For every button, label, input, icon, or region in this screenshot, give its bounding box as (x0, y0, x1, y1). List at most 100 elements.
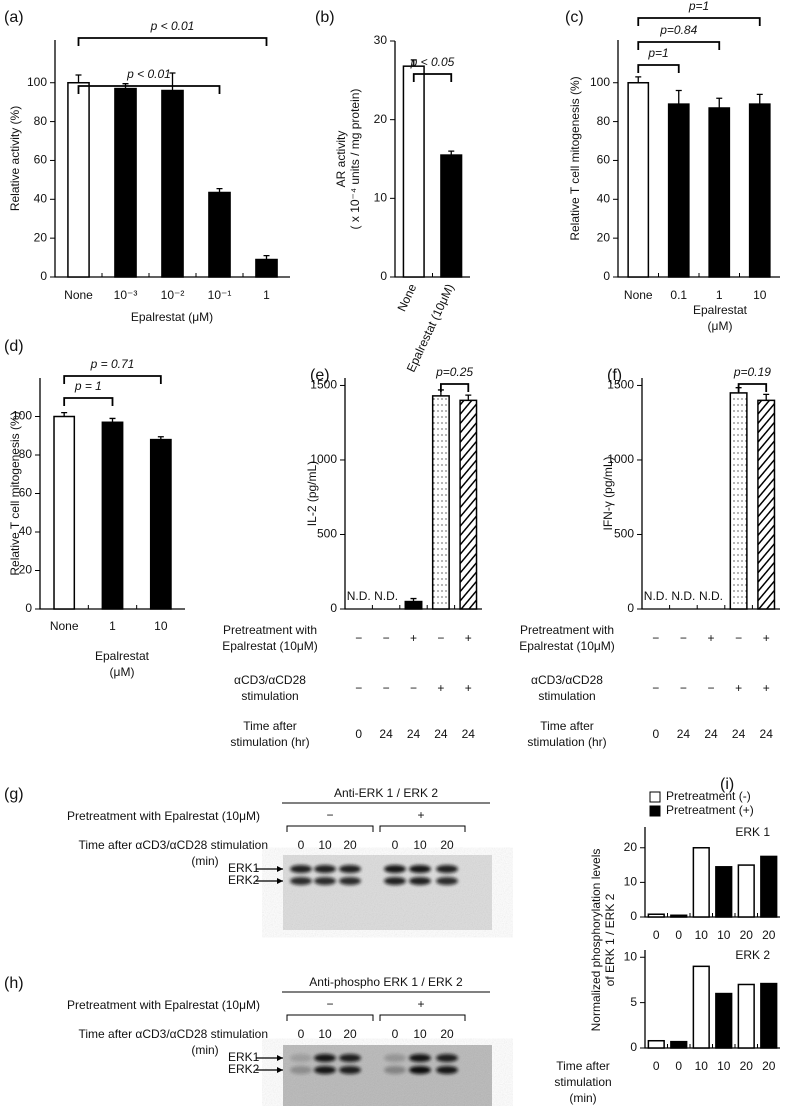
y-tick-label: 10 (624, 949, 638, 963)
y-axis-label: ( x 10⁻⁴ units / mg protein) (348, 89, 362, 230)
condition-value: − (437, 631, 444, 645)
blot-band (409, 1066, 431, 1074)
group-bracket (379, 825, 466, 832)
bar (670, 914, 688, 918)
lane-label: 0 (298, 838, 305, 852)
lane-label: 20 (343, 838, 357, 852)
group-label: − (326, 997, 333, 1011)
x-tick-label: None (50, 619, 79, 633)
condition-label: Pretreatment with (520, 623, 614, 637)
y-tick-label: 500 (614, 527, 634, 541)
annotation: p=0.25 (435, 365, 473, 379)
blot-band (314, 865, 336, 873)
x-tick-label: 0.1 (670, 288, 687, 302)
blot-band (339, 1066, 361, 1074)
y-tick-label: 60 (34, 153, 48, 167)
y-tick-label: 20 (374, 112, 388, 126)
y-axis-label: Relative T cell mitogenesis (%) (568, 76, 582, 240)
condition-value: + (465, 631, 472, 645)
x-tick-label: 0 (653, 928, 660, 942)
axis (644, 827, 780, 918)
panel-label: (d) (4, 338, 24, 355)
error-bar (169, 72, 176, 91)
y-tick-label: 80 (597, 114, 611, 128)
panel-label: (e) (310, 367, 330, 384)
error-bar (75, 74, 82, 83)
y-tick-label: 1000 (607, 452, 634, 466)
x-tick-label: 0 (675, 928, 682, 942)
panel-label: (a) (4, 9, 24, 26)
bar (208, 191, 231, 278)
bar (404, 600, 423, 610)
bracket (77, 37, 268, 46)
row-label: Time after αCD3/αCD28 stimulation (79, 838, 269, 852)
annotation: p < 0.05 (410, 55, 455, 69)
condition-value: − (355, 631, 362, 645)
blot-band (384, 865, 406, 873)
condition-value: + (465, 681, 472, 695)
error-bar (263, 254, 270, 260)
y-tick-label: 40 (34, 191, 48, 205)
y-tick-label: 20 (624, 840, 638, 854)
condition-label: Pretreatment with (223, 623, 317, 637)
y-tick-label: 1000 (310, 452, 337, 466)
x-tick-label: None (395, 281, 420, 313)
panel-label: (f) (607, 367, 622, 384)
bar (760, 855, 778, 918)
x-tick-label: 10 (154, 619, 168, 633)
lane-label: 20 (440, 838, 454, 852)
condition-label: stimulation (241, 689, 298, 703)
lane-label: 20 (440, 1027, 454, 1041)
panel-label: (b) (315, 9, 335, 26)
bar (114, 87, 137, 278)
error-bar (716, 97, 723, 108)
lane-label: 20 (343, 1027, 357, 1041)
blot-band (436, 865, 458, 873)
value-label: N.D. (374, 589, 398, 603)
blot-band (436, 1066, 458, 1074)
x-tick-label: None (624, 288, 653, 302)
y-tick-label: 40 (19, 524, 33, 538)
blot-band (409, 1054, 431, 1062)
blot-band (339, 877, 361, 885)
condition-value: − (410, 681, 417, 695)
x-tick-label: 0 (653, 1059, 660, 1073)
blot-band (384, 1066, 406, 1074)
x-tick-label: 10⁻² (161, 288, 185, 302)
blot-title: Anti-ERK 1 / ERK 2 (334, 786, 438, 800)
x-tick-label: 1 (716, 288, 723, 302)
lane-label: 10 (318, 838, 332, 852)
condition-value: 24 (732, 727, 746, 741)
y-tick-label: 0 (603, 269, 610, 283)
lane-label: 10 (413, 1027, 427, 1041)
x-axis-label: (μM) (110, 665, 135, 679)
condition-value: − (680, 681, 687, 695)
lane-label: 10 (413, 838, 427, 852)
band-label: ERK2 (228, 873, 260, 887)
value-label: N.D. (671, 589, 695, 603)
y-tick-label: 0 (40, 269, 47, 283)
y-tick-label: 0 (330, 601, 337, 615)
subplot-title: ERK 2 (735, 948, 770, 962)
y-tick-label: 5 (630, 995, 637, 1009)
subplot-title: ERK 1 (735, 825, 770, 839)
error-bar (61, 412, 68, 417)
group-bracket (286, 1014, 374, 1021)
condition-label: αCD3/αCD28 (531, 673, 603, 687)
condition-label: stimulation (hr) (230, 735, 309, 749)
bar (149, 438, 172, 610)
y-tick-label: 100 (590, 75, 610, 89)
blot-band (409, 865, 431, 873)
bar (161, 89, 184, 278)
y-tick-label: 30 (374, 33, 388, 47)
condition-label: Time after (243, 719, 297, 733)
y-tick-label: 1500 (310, 378, 337, 392)
y-tick-label: 0 (380, 269, 387, 283)
bar (737, 983, 755, 1049)
y-tick-label: 100 (12, 409, 32, 423)
x-axis-label: (min) (569, 1091, 596, 1105)
value-label: N.D. (347, 589, 371, 603)
condition-value: 0 (652, 727, 659, 741)
condition-value: 24 (677, 727, 691, 741)
condition-value: + (437, 681, 444, 695)
